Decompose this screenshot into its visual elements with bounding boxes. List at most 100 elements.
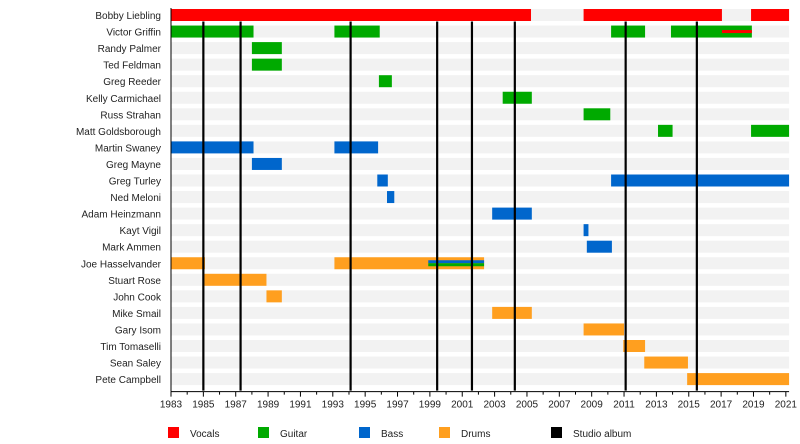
x-tick-label: 2005 (516, 400, 539, 411)
overlay-guitar (428, 263, 485, 267)
bar-bass (492, 207, 532, 220)
bar-guitar (502, 91, 532, 104)
x-tick-label: 2021 (775, 400, 798, 411)
bar-drums (266, 290, 282, 303)
overlay-vocals (721, 30, 752, 34)
bar-drums (623, 340, 646, 352)
x-tick-label: 2013 (645, 400, 668, 411)
bar-guitar (670, 25, 752, 38)
legend-label: Bass (381, 429, 403, 440)
member-label: Pete Campbell (95, 375, 161, 386)
x-tick-label: 1985 (192, 400, 215, 411)
member-label: Adam Heinzmann (82, 210, 161, 221)
legend-swatch-studio-album (551, 427, 562, 438)
bar-guitar (658, 124, 673, 137)
x-tick-label: 1991 (289, 400, 312, 411)
member-label: Russ Strahan (100, 110, 161, 121)
member-label: Greg Turley (109, 177, 161, 188)
x-tick-label: 2007 (548, 400, 571, 411)
x-tick-label: 1989 (257, 400, 280, 411)
x-tick-label: 2003 (483, 400, 506, 411)
row-background (171, 124, 790, 137)
legend-swatch-guitar (258, 427, 269, 438)
bar-drums (171, 257, 205, 270)
legend-label: Vocals (190, 429, 219, 440)
x-tick-label: 1983 (160, 400, 183, 411)
member-label: Matt Goldsborough (76, 127, 161, 138)
bar-bass (586, 240, 612, 253)
x-tick-label: 1995 (354, 400, 377, 411)
bar-vocals (583, 9, 722, 21)
legend-swatch-bass (359, 427, 370, 438)
row-background (171, 141, 790, 154)
x-tick-label: 2019 (742, 400, 765, 411)
member-label: Gary Isom (115, 325, 161, 336)
x-tick-label: 1999 (419, 400, 442, 411)
studio-album-lines (202, 21, 698, 391)
row-background (171, 323, 790, 336)
bar-bass (583, 224, 589, 237)
member-label: Bobby Liebling (95, 11, 161, 22)
row-background (171, 91, 790, 104)
bar-bass (334, 141, 379, 154)
row-background (171, 42, 790, 55)
member-label: Joe Hasselvander (81, 259, 162, 270)
bar-drums (687, 373, 790, 386)
row-background (171, 273, 790, 286)
member-label: Kelly Carmichael (86, 94, 161, 105)
bar-bass (611, 174, 790, 187)
bar-bass (171, 141, 254, 154)
x-tick-label: 2009 (581, 400, 604, 411)
member-label: Greg Reeder (103, 77, 161, 88)
legend-label: Studio album (573, 429, 631, 440)
member-label: Sean Saley (110, 359, 161, 370)
bar-bass (377, 174, 388, 187)
row-background (171, 356, 790, 369)
membership-bars (171, 9, 790, 386)
row-background (171, 290, 790, 303)
bar-guitar (171, 25, 254, 38)
member-labels: Bobby Liebling Victor Griffin Randy Palmer… (76, 11, 162, 386)
row-background (171, 373, 790, 386)
bar-drums (204, 273, 267, 286)
row-background (171, 108, 790, 121)
x-axis: 1983 1985 1987 1989 1991 1993 1995 1997 1999 2001… (160, 8, 798, 411)
member-label: Mark Ammen (102, 243, 161, 254)
bar-drums (644, 356, 688, 369)
bar-bass (387, 191, 395, 204)
bar-bass (251, 157, 282, 170)
member-label: Martin Swaney (95, 143, 161, 154)
member-label: Stuart Rose (108, 276, 161, 287)
row-background (171, 207, 790, 220)
member-label: Tim Tomaselli (100, 342, 161, 353)
member-label: Ted Feldman (103, 61, 161, 72)
x-tick-label: 2011 (613, 400, 635, 411)
bar-vocals (751, 9, 790, 21)
member-label: Mike Smail (112, 309, 161, 320)
legend-label: Drums (461, 429, 490, 440)
legend: Vocals Guitar Bass Drums Studio album (168, 427, 631, 440)
bar-vocals (171, 9, 532, 21)
row-background (171, 157, 790, 170)
bar-drums (583, 323, 625, 336)
bar-guitar (251, 58, 282, 71)
bar-guitar (751, 124, 790, 137)
row-background (171, 75, 790, 88)
member-label: John Cook (113, 292, 162, 303)
x-tick-label: 1987 (225, 400, 248, 411)
row-background (171, 240, 790, 253)
x-tick-label: 2015 (678, 400, 701, 411)
member-label: Victor Griffin (106, 28, 161, 39)
member-label: Kayt Vigil (119, 226, 161, 237)
bar-drums (492, 306, 532, 319)
x-tick-label: 2017 (710, 400, 733, 411)
legend-swatch-vocals (168, 427, 179, 438)
legend-label: Guitar (280, 429, 308, 440)
row-background (171, 191, 790, 204)
bar-guitar (583, 108, 611, 121)
x-tick-label: 2001 (451, 400, 474, 411)
bar-guitar (611, 25, 646, 38)
overlay-bass (428, 260, 485, 264)
bar-guitar (378, 75, 392, 88)
